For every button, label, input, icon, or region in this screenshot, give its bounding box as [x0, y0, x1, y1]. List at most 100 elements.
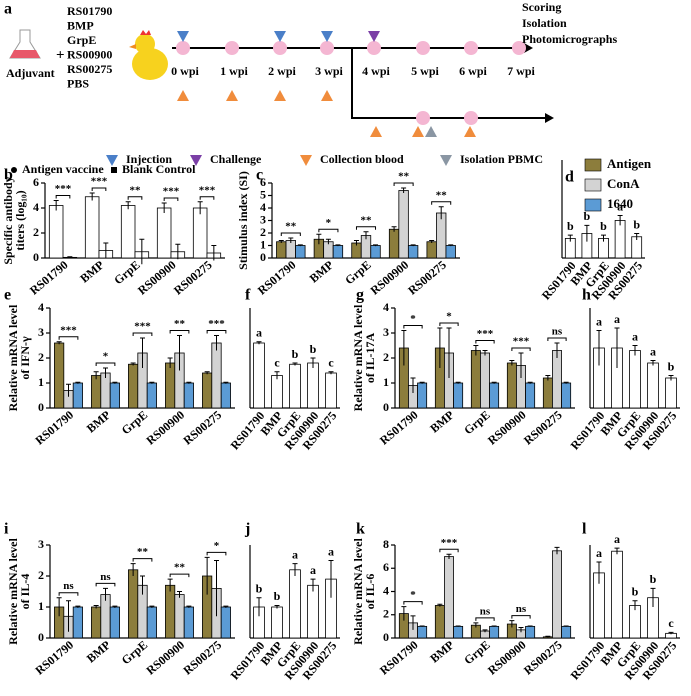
y-axis-label: Relative mRNA level: [6, 538, 20, 645]
significance-label: ***: [441, 537, 458, 549]
bar: [146, 382, 157, 409]
error-bar: [288, 237, 294, 243]
bar: [146, 606, 157, 639]
error-bar: [310, 578, 316, 592]
error-bar: [204, 371, 210, 375]
significance-bracket: [169, 573, 190, 578]
legend-swatch: [584, 198, 602, 212]
error-bar: [125, 201, 131, 210]
letter-label: c: [668, 616, 674, 630]
significance-label: *: [410, 589, 416, 601]
error-bar: [167, 578, 173, 592]
error-bar: [66, 383, 71, 397]
x-tick-label: GrpE: [461, 638, 492, 668]
significance-bracket: [91, 187, 107, 191]
legend-label: 1640: [607, 196, 633, 211]
significance-label: *: [103, 351, 109, 363]
bar: [253, 342, 265, 409]
significance-bracket: [127, 196, 143, 200]
significance-label: ***: [477, 328, 494, 340]
letter-label: b: [584, 209, 591, 223]
significance-label: ***: [199, 184, 216, 196]
significance-label: **: [436, 189, 448, 201]
letter-label: a: [650, 344, 656, 358]
legend-label: ConA: [607, 176, 640, 191]
bar: [453, 625, 464, 639]
significance-bracket: [355, 226, 377, 230]
panel-letter: j: [244, 521, 250, 538]
letter-label: b: [310, 342, 317, 356]
significance-bracket: [95, 362, 116, 366]
significance-label: ***: [55, 183, 72, 195]
branch-line: [351, 48, 545, 119]
y-tick-label: 6: [383, 560, 389, 574]
error-bar: [292, 362, 298, 366]
bar: [91, 606, 102, 639]
significance-label: **: [137, 546, 149, 558]
vaccine-name: BMP: [67, 18, 94, 32]
legend-label: Injection: [126, 152, 172, 166]
timeline-arrow: [524, 43, 533, 53]
error-bar: [509, 620, 515, 628]
chick-beak: [129, 44, 136, 49]
x-tick-label: RS00275: [171, 258, 215, 298]
bar: [325, 372, 337, 409]
error-bar: [211, 245, 217, 261]
bar: [453, 382, 464, 409]
chick-body: [132, 48, 168, 80]
bar: [289, 569, 301, 639]
y-tick-label: 4: [260, 200, 266, 214]
error-bar: [596, 330, 602, 366]
significance-bracket: [475, 340, 495, 344]
letter-label: b: [650, 572, 657, 586]
y-tick-label: 2: [33, 225, 39, 239]
significance-bracket: [318, 228, 339, 233]
timepoint: [512, 41, 526, 55]
significance-bracket: [58, 592, 79, 596]
bar: [220, 382, 231, 409]
timepoint-label: 6 wpi: [459, 64, 487, 78]
bar: [434, 605, 445, 639]
y-axis-label: Relative mRNA level: [6, 304, 20, 411]
bar: [561, 625, 572, 639]
significance-label: *: [214, 540, 220, 552]
bar: [629, 605, 641, 639]
bar: [211, 342, 222, 409]
bar: [629, 350, 641, 409]
x-tick-label: RS00275: [521, 638, 565, 678]
bar: [91, 375, 102, 409]
significance-label: ns: [552, 326, 563, 338]
bar: [174, 594, 185, 639]
y-axis-label: of IL-17A: [363, 333, 377, 384]
error-bar: [140, 575, 145, 595]
error-bar: [93, 371, 99, 380]
y-axis-label: Relative mRNA level: [351, 538, 365, 645]
error-bar: [634, 233, 640, 241]
significance-label: ***: [208, 318, 225, 330]
pbmc-mark: [425, 126, 437, 137]
error-bar: [527, 625, 533, 627]
y-tick-label: 2: [260, 225, 266, 239]
timepoint: [320, 41, 334, 55]
bar: [407, 245, 419, 259]
error-bar: [112, 381, 118, 384]
error-bar: [186, 381, 192, 384]
significance-label: **: [174, 318, 186, 330]
bar: [72, 606, 83, 639]
significance-bracket: [169, 330, 190, 334]
significance-bracket: [163, 197, 179, 201]
significance-label: **: [398, 171, 410, 183]
letter-label: a: [328, 544, 334, 558]
y-tick-label: 0: [383, 630, 389, 644]
blood-mark: [412, 126, 424, 137]
error-bar: [353, 240, 359, 246]
legend-label: Antigen: [607, 156, 652, 171]
vaccine-name: RS01790: [67, 4, 112, 18]
plus: +: [56, 47, 65, 63]
letter-label: b: [256, 581, 263, 595]
timepoint-label: 5 wpi: [411, 64, 439, 78]
injection-mark: [274, 31, 286, 42]
timepoint: [416, 111, 430, 125]
legend-swatch: [584, 158, 602, 172]
